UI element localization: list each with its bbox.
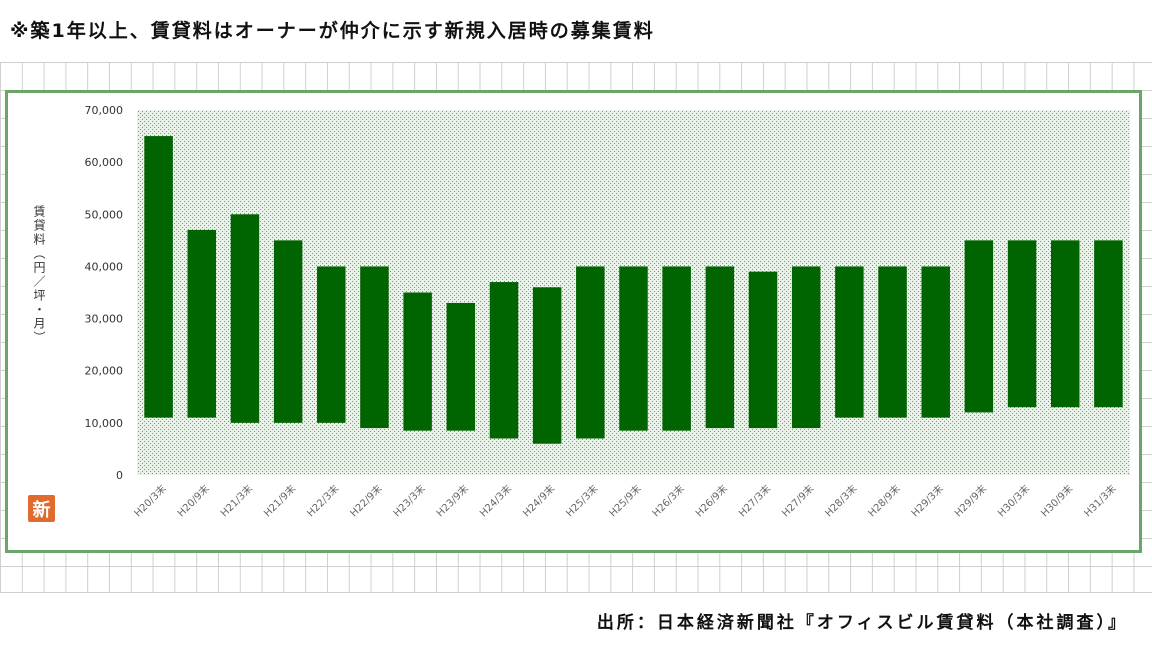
rent-range-bar	[403, 292, 432, 431]
rent-range-bar	[748, 271, 778, 429]
rent-range-bar	[532, 287, 562, 444]
x-tick-label: H29/9末	[952, 482, 989, 519]
rent-range-bar	[1050, 240, 1080, 408]
rent-range-bar	[187, 229, 217, 418]
rent-range-bar	[273, 240, 303, 423]
x-tick-label: H24/3末	[477, 482, 514, 519]
y-axis-label: 賃貸料（円／坪・月）	[32, 205, 46, 345]
rent-range-bar	[1007, 240, 1037, 408]
x-tick-label: H29/3末	[908, 482, 945, 519]
rent-range-bar	[878, 266, 907, 418]
x-tick-label: H21/9末	[261, 482, 298, 519]
rent-range-bar	[360, 266, 389, 429]
rent-range-bar	[144, 136, 173, 418]
x-tick-label: H21/3末	[218, 482, 255, 519]
rent-range-bar	[317, 266, 346, 423]
y-tick-label: 30,000	[85, 313, 124, 326]
rent-range-bar	[662, 266, 691, 431]
rent-range-bar	[576, 266, 605, 439]
rent-range-bar	[446, 302, 476, 431]
rent-range-bar	[835, 266, 864, 418]
rent-range-bar	[921, 266, 950, 418]
y-tick-label: 0	[116, 469, 123, 482]
rent-range-bar	[964, 240, 994, 413]
x-tick-label: H28/9末	[865, 482, 902, 519]
x-tick-label: H26/9末	[693, 482, 730, 519]
rent-range-bar	[1094, 240, 1123, 408]
x-tick-label: H25/3末	[563, 482, 600, 519]
y-tick-label: 50,000	[85, 208, 124, 221]
y-tick-label: 10,000	[85, 417, 124, 430]
x-tick-label: H22/9末	[347, 482, 384, 519]
x-tick-label: H30/3末	[995, 482, 1032, 519]
x-tick-label: H22/3末	[304, 482, 341, 519]
x-tick-label: H23/3末	[390, 482, 427, 519]
page-title: ※築1年以上、賃貸料はオーナーが仲介に示す新規入居時の募集賃料	[10, 20, 655, 42]
x-tick-label: H20/3末	[131, 482, 168, 519]
x-tick-label: H30/9末	[1038, 482, 1075, 519]
x-tick-label: H20/9末	[174, 482, 211, 519]
footer-area	[0, 592, 1152, 649]
x-tick-label: H31/3末	[1081, 482, 1118, 519]
x-tick-label: H28/3末	[822, 482, 859, 519]
x-tick-label: H26/3末	[649, 482, 686, 519]
rent-range-bar	[619, 266, 648, 431]
y-tick-label: 20,000	[85, 365, 124, 378]
rent-range-bar	[489, 282, 519, 439]
rent-range-chart: 0 10,000 20,000 30,000 40,000 50,000 60,000 70,…	[85, 104, 1130, 519]
x-tick-label: H24/9末	[520, 482, 557, 519]
rent-range-bar	[791, 266, 821, 429]
x-tick-label: H27/9末	[779, 482, 816, 519]
y-tick-label: 60,000	[85, 156, 124, 169]
rent-range-bar	[705, 266, 735, 429]
x-tick-label: H23/9末	[433, 482, 470, 519]
y-tick-label: 70,000	[85, 104, 124, 117]
y-tick-label: 40,000	[85, 260, 124, 273]
x-tick-label: H25/9末	[606, 482, 643, 519]
chart-frame: 0 10,000 20,000 30,000 40,000 50,000 60,000 70,…	[5, 90, 1142, 553]
rent-range-bar	[230, 214, 260, 423]
nikkei-logo: 新	[28, 495, 55, 522]
x-tick-label: H27/3末	[736, 482, 773, 519]
source-note: 出所：日本経済新聞社『オフィスビル賃貸料（本社調査）』	[596, 613, 1128, 633]
